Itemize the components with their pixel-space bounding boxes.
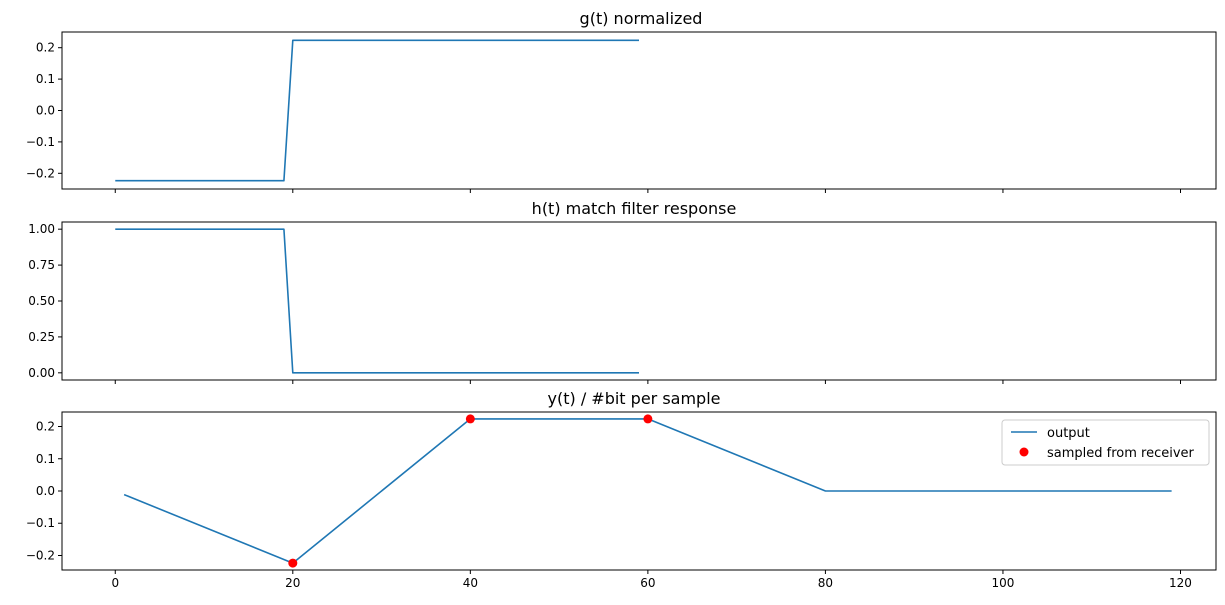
series-line-h-0 (115, 228, 639, 374)
y-tick-label-h-0: 0.00 (28, 366, 55, 380)
y-tick-label-g-0: −0.2 (26, 166, 55, 180)
y-tick-label-g-2: 0.0 (36, 104, 55, 118)
x-tick-label-y-5: 100 (992, 576, 1015, 590)
x-tick-label-y-4: 80 (818, 576, 833, 590)
y-tick-label-h-4: 1.00 (28, 222, 55, 236)
y-tick-label-g-1: −0.1 (26, 135, 55, 149)
axes-frame-h (61, 221, 1217, 381)
panel-title-h: h(t) match filter response (532, 199, 737, 218)
panel-g-normalized: g(t) normalized (61, 9, 1217, 190)
y-tick-label-y-4: 0.2 (36, 420, 55, 434)
plot-area-g: −0.2 −0.1 0.0 0.1 0.2 (26, 39, 1181, 193)
axes-frame-g (61, 31, 1217, 190)
series-line-g-0 (115, 39, 639, 182)
legend-marker-swatch (1019, 447, 1029, 457)
panel-h-match-filter: h(t) match filter response (61, 199, 1217, 381)
x-tick-label-y-0: 0 (111, 576, 119, 590)
plot-area-h: 0.00 0.25 0.50 0.75 1.00 (28, 222, 1181, 384)
legend-label-output: output (1047, 426, 1090, 441)
sample-point-y-0 (288, 558, 298, 568)
panel-title-g: g(t) normalized (580, 9, 703, 28)
y-tick-label-y-3: 0.1 (36, 452, 55, 466)
x-tick-label-y-3: 60 (640, 576, 655, 590)
panel-title-y: y(t) / #bit per sample (548, 389, 721, 408)
y-tick-label-h-1: 0.25 (28, 330, 55, 344)
y-tick-label-h-3: 0.75 (28, 258, 55, 272)
y-tick-label-g-3: 0.1 (36, 72, 55, 86)
legend-label-sampled: sampled from receiver (1047, 446, 1195, 461)
y-tick-label-g-4: 0.2 (36, 41, 55, 55)
sample-point-y-1 (465, 414, 475, 424)
y-tick-label-y-0: −0.2 (26, 548, 55, 562)
panel-y-output: y(t) / #bit per sample output sampled fr… (61, 389, 1217, 571)
x-tick-label-y-2: 40 (463, 576, 478, 590)
x-tick-label-y-1: 20 (285, 576, 300, 590)
y-tick-label-y-2: 0.0 (36, 484, 55, 498)
plot-area-y: 0 20 40 60 80 100 120 −0.2 −0.1 0.0 0.1 0.2 (26, 414, 1192, 590)
y-tick-label-y-1: −0.1 (26, 516, 55, 530)
x-tick-label-y-6: 120 (1169, 576, 1192, 590)
legend-frame (1001, 419, 1210, 466)
y-tick-label-h-2: 0.50 (28, 294, 55, 308)
series-line-y-0 (123, 418, 1172, 564)
sample-point-y-2 (643, 414, 653, 424)
legend: output sampled from receiver (1001, 419, 1210, 466)
